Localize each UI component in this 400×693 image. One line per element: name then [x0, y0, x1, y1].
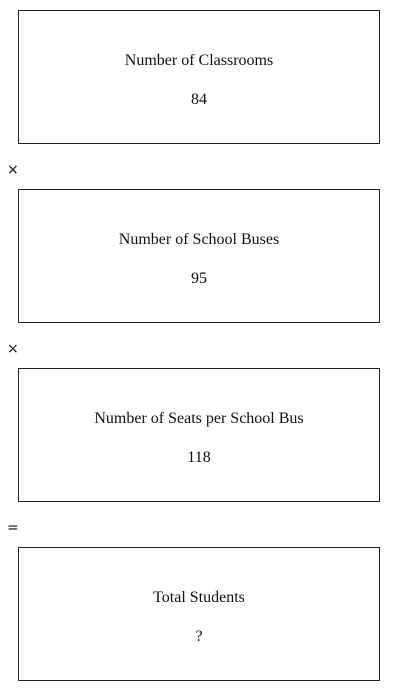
- classrooms-value: 84: [191, 91, 207, 108]
- school-buses-value: 95: [191, 270, 207, 287]
- classrooms-box: Number of Classrooms 84: [18, 10, 380, 144]
- school-buses-box: Number of School Buses 95: [18, 189, 380, 323]
- total-students-box: Total Students ?: [18, 547, 380, 681]
- equals-operator: =: [7, 520, 19, 536]
- seats-per-bus-label: Number of Seats per School Bus: [94, 410, 304, 427]
- multiply-operator-1: ×: [7, 162, 19, 178]
- multiply-operator-2: ×: [7, 341, 19, 357]
- total-students-value: ?: [195, 628, 203, 645]
- seats-per-bus-box: Number of Seats per School Bus 118: [18, 368, 380, 502]
- total-students-label: Total Students: [153, 589, 245, 606]
- school-buses-label: Number of School Buses: [118, 231, 280, 248]
- seats-per-bus-value: 118: [187, 449, 211, 466]
- classrooms-label: Number of Classrooms: [124, 52, 274, 69]
